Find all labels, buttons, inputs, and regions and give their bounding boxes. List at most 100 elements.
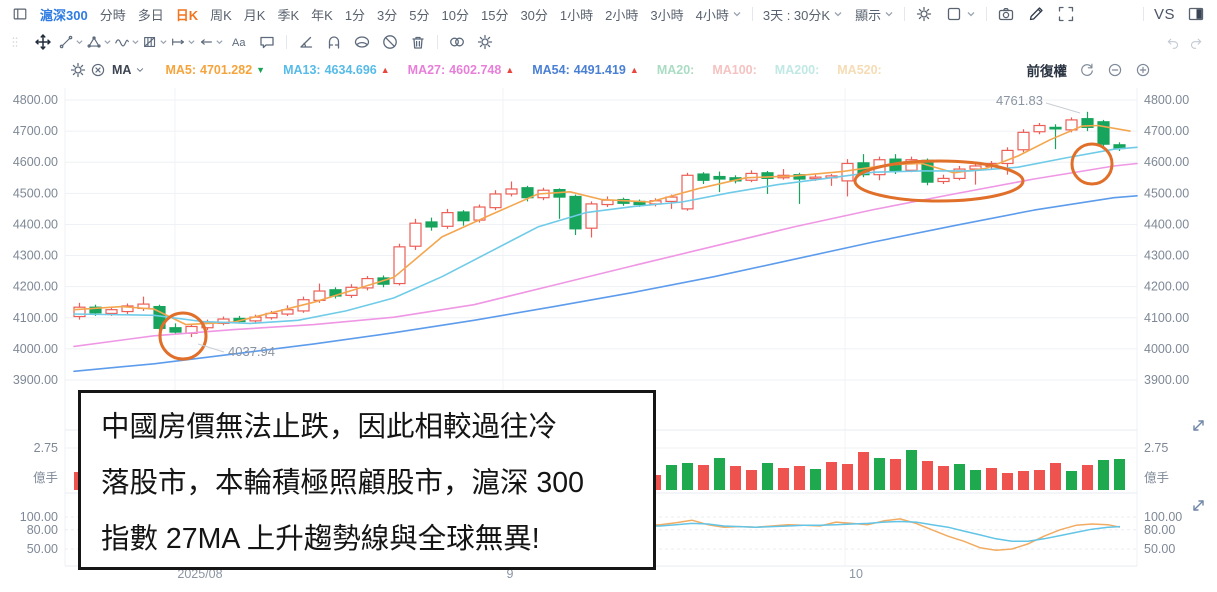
volume-bar	[762, 463, 773, 490]
volume-bar	[954, 464, 965, 490]
angle-tool-icon[interactable]	[293, 29, 319, 55]
comment-tool-icon[interactable]	[254, 29, 280, 55]
volume-bar	[1082, 465, 1093, 490]
toolbar-separator	[437, 35, 438, 49]
top-toolbar: 滬深300 分時 多日 日K 周K 月K 季K 年K 1分 3分 5分 10分 15分 30分 1小時 2小時…	[0, 0, 1217, 28]
candle	[521, 187, 534, 199]
volume-bar	[1098, 460, 1109, 490]
toolbar-item-[interactable]: 顯示	[849, 0, 900, 28]
redo-icon[interactable]	[1187, 29, 1205, 55]
zoom-in-icon[interactable]	[1133, 60, 1153, 80]
toolbar-item-300[interactable]: 滬深300	[40, 7, 88, 23]
volume-bar	[890, 459, 901, 490]
toolbar-item-VS[interactable]: VS	[1153, 5, 1175, 23]
y-axis-tick: 4100.00	[13, 311, 58, 325]
arrow-tool-icon[interactable]	[198, 29, 224, 55]
indicator-name[interactable]: MA	[112, 63, 132, 77]
ma-value: 4701.282	[200, 63, 253, 77]
toolbar-item-K[interactable]: 周K	[210, 7, 232, 23]
ma-readout[interactable]: MA54: 4491.419 ▲	[532, 63, 639, 77]
delete-drawings-icon[interactable]	[405, 29, 431, 55]
ma-readout[interactable]: MA20:	[657, 63, 695, 77]
toolbar-item-5[interactable]: 5分	[409, 7, 430, 23]
indicator-bar: MA MA5: 4701.282 ▼ MA13: 4634.696 ▲ MA27: 4602.…	[68, 59, 1153, 81]
price-extreme-label: 4761.83	[996, 93, 1043, 108]
sidebar-toggle-icon[interactable]	[6, 0, 34, 28]
y-axis-tick: 4500.00	[13, 186, 58, 200]
draw-settings-icon[interactable]	[472, 29, 498, 55]
drag-handle-icon[interactable]	[2, 29, 28, 55]
toolbar-item-4[interactable]: 4小時	[690, 0, 748, 28]
toolbar-item-K[interactable]: 月K	[243, 7, 266, 23]
toolbar-item-1[interactable]: 1小時	[559, 7, 594, 23]
y-axis-tick: 3900.00	[13, 373, 58, 387]
ma-label: MA520:	[837, 63, 882, 77]
wave-tool-icon[interactable]	[114, 29, 140, 55]
hide-drawings-icon[interactable]	[377, 29, 403, 55]
ma-readout[interactable]: MA27: 4602.748 ▲	[408, 63, 515, 77]
pattern-tool-icon[interactable]	[142, 29, 168, 55]
toolbar-item-[interactable]: 多日	[137, 7, 164, 23]
reset-zoom-icon[interactable]	[1077, 60, 1097, 80]
candle	[393, 246, 406, 285]
toolbar-item-1[interactable]: 1分	[344, 7, 366, 23]
candle	[425, 221, 438, 228]
trendline-tool-icon[interactable]	[58, 29, 84, 55]
magnet-tool-icon[interactable]	[321, 29, 347, 55]
layout-panel-icon[interactable]	[1181, 0, 1211, 28]
candle	[121, 305, 134, 313]
toolbar-separator	[904, 7, 906, 21]
indicator-settings-icon[interactable]	[68, 60, 88, 80]
toolbar-item-3[interactable]: 3小時	[650, 7, 684, 23]
shape-tool-icon[interactable]	[86, 29, 112, 55]
toolbar-item-[interactable]: 分時	[99, 7, 126, 23]
undo-icon[interactable]	[1163, 29, 1181, 55]
price-adjust-mode[interactable]: 前復權	[1026, 64, 1068, 79]
annotation-circle[interactable]	[1070, 142, 1114, 186]
candle	[281, 309, 294, 315]
gear-icon[interactable]	[909, 0, 939, 28]
zoom-out-icon[interactable]	[1105, 60, 1125, 80]
indicator-close-icon[interactable]	[88, 60, 108, 80]
chevron-down-icon[interactable]	[133, 60, 147, 80]
move-tool-icon[interactable]	[30, 29, 56, 55]
volume-bar	[1050, 463, 1061, 490]
ma-readout[interactable]: MA13: 4634.696 ▲	[283, 63, 390, 77]
annotation-circle[interactable]	[853, 159, 1025, 203]
expand-panel-icon[interactable]	[1193, 500, 1204, 511]
y-axis-tick: 4800.00	[13, 93, 58, 107]
candle	[1081, 118, 1094, 128]
text-tool-icon[interactable]: Aa	[226, 29, 252, 55]
y-axis-tick: 4400.00	[13, 217, 58, 231]
y-axis-tick: 4700.00	[1144, 124, 1189, 138]
candle-style-icon[interactable]	[939, 0, 982, 28]
volume-bar	[714, 458, 725, 490]
y-axis-tick: 4600.00	[13, 155, 58, 169]
volume-bar	[938, 466, 949, 490]
expand-panel-icon[interactable]	[1193, 420, 1204, 431]
toolbar-item-330K[interactable]: 3天 : 30分K	[757, 0, 849, 28]
ma-readout[interactable]: MA200:	[775, 63, 819, 77]
ma-readout[interactable]: MA520:	[837, 63, 881, 77]
candle	[441, 212, 454, 227]
toolbar-item-K[interactable]: 日K	[175, 7, 199, 23]
toolbar-separator	[986, 7, 988, 21]
continuous-draw-icon[interactable]	[349, 29, 375, 55]
pencil-icon[interactable]	[1021, 0, 1051, 28]
y-axis-tick: 4600.00	[1144, 155, 1189, 169]
annotation-circle[interactable]	[158, 311, 208, 361]
ma-readout[interactable]: MA5: 4701.282 ▼	[165, 63, 265, 77]
toolbar-item-3[interactable]: 3分	[377, 7, 398, 23]
toolbar-item-K[interactable]: 年K	[311, 7, 333, 23]
toolbar-item-30[interactable]: 30分	[520, 7, 548, 23]
ma-readout[interactable]: MA100:	[712, 63, 756, 77]
toolbar-item-15[interactable]: 15分	[480, 7, 509, 23]
toolbar-item-2[interactable]: 2小時	[605, 7, 639, 23]
measure-tool-icon[interactable]	[170, 29, 196, 55]
fullscreen-icon[interactable]	[1051, 0, 1081, 28]
camera-icon[interactable]	[991, 0, 1021, 28]
annotation-text-box[interactable]: 中國房價無法止跌，因此相較過往冷 落股市，本輪積極照顧股市，滬深 300 指數 …	[78, 390, 656, 570]
toolbar-item-10[interactable]: 10分	[441, 7, 469, 23]
link-drawings-icon[interactable]	[444, 29, 470, 55]
toolbar-item-K[interactable]: 季K	[277, 7, 300, 23]
